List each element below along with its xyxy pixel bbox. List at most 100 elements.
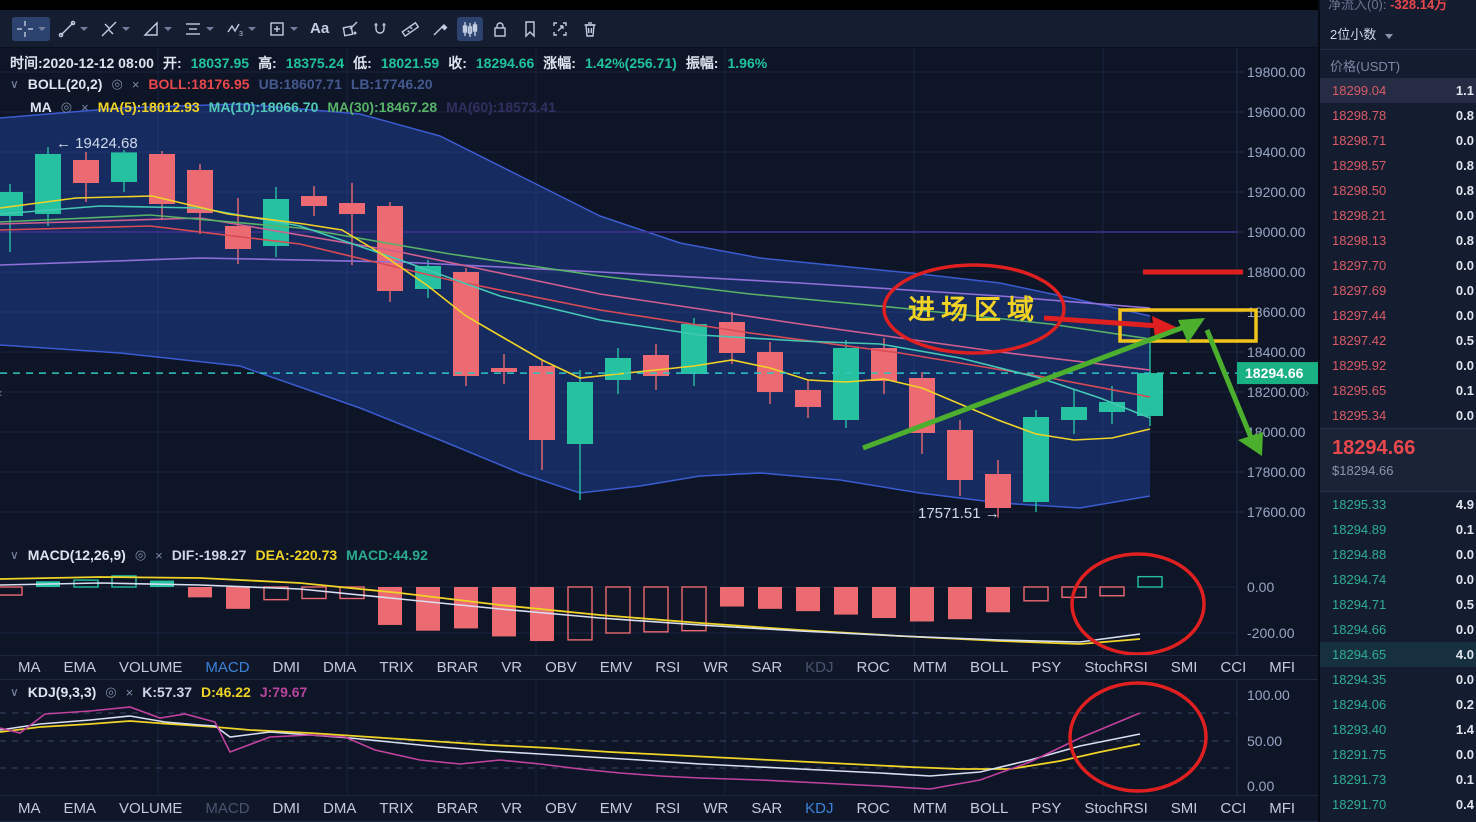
gear-icon[interactable]: ◎ bbox=[134, 547, 147, 562]
extended-line-tool[interactable] bbox=[96, 17, 134, 41]
ask-row[interactable]: 18295.92 0.0 bbox=[1320, 353, 1476, 378]
tab-rsi[interactable]: RSI bbox=[655, 659, 681, 676]
elliott-wave-tool[interactable]: 3 bbox=[222, 17, 260, 41]
tab-smi[interactable]: SMI bbox=[1170, 659, 1198, 676]
lock-tool[interactable] bbox=[487, 17, 513, 41]
ask-row[interactable]: 18295.65 0.1 bbox=[1320, 378, 1476, 403]
bid-row[interactable]: 18293.40 1.4 bbox=[1320, 717, 1476, 742]
bid-row[interactable]: 18294.66 0.0 bbox=[1320, 617, 1476, 642]
resistance-line-18800[interactable] bbox=[1143, 269, 1243, 275]
tab-cci[interactable]: CCI bbox=[1220, 659, 1247, 676]
tab-dma[interactable]: DMA bbox=[323, 659, 357, 676]
tab-ema[interactable]: EMA bbox=[63, 659, 97, 676]
tab-wr[interactable]: WR bbox=[703, 800, 729, 817]
chevron-down-icon[interactable] bbox=[164, 26, 172, 31]
kdj-panel-chart[interactable]: 100.00 50.00 0.00 bbox=[0, 680, 1318, 795]
ask-row[interactable]: 18297.44 0.0 bbox=[1320, 303, 1476, 328]
ask-row[interactable]: 18297.70 0.0 bbox=[1320, 253, 1476, 278]
bid-row[interactable]: 18294.74 0.0 bbox=[1320, 567, 1476, 592]
close-icon[interactable]: × bbox=[155, 547, 163, 563]
tab-dmi[interactable]: DMI bbox=[272, 800, 301, 817]
chevron-down-icon[interactable] bbox=[80, 26, 88, 31]
bid-row[interactable]: 18291.75 0.0 bbox=[1320, 742, 1476, 767]
tab-trix[interactable]: TRIX bbox=[379, 659, 414, 676]
tab-ma[interactable]: MA bbox=[18, 800, 41, 817]
decimals-dropdown[interactable]: 2位小数 bbox=[1320, 20, 1476, 50]
tab-roc[interactable]: ROC bbox=[856, 800, 890, 817]
tab-sar[interactable]: SAR bbox=[751, 800, 783, 817]
tab-emv[interactable]: EMV bbox=[599, 800, 633, 817]
collapse-icon[interactable]: ∨ bbox=[10, 685, 19, 699]
tab-trix[interactable]: TRIX bbox=[379, 800, 414, 817]
ask-row[interactable]: 18295.34 0.0 bbox=[1320, 403, 1476, 428]
close-icon[interactable]: × bbox=[125, 684, 134, 700]
bid-row[interactable]: 18294.89 0.1 bbox=[1320, 517, 1476, 542]
macd-panel-chart[interactable]: 0.00 -200.00 bbox=[0, 545, 1318, 655]
pitchfork-tool[interactable] bbox=[138, 17, 176, 41]
tab-boll[interactable]: BOLL bbox=[970, 800, 1009, 817]
gear-icon[interactable]: ◎ bbox=[111, 76, 123, 91]
ask-row[interactable]: 18298.78 0.8 bbox=[1320, 103, 1476, 128]
bid-row[interactable]: 18294.06 0.2 bbox=[1320, 692, 1476, 717]
tab-kdj[interactable]: KDJ bbox=[805, 800, 834, 817]
gear-icon[interactable]: ◎ bbox=[105, 684, 117, 699]
collapse-icon[interactable]: ∨ bbox=[10, 548, 19, 562]
ask-row[interactable]: 18297.69 0.0 bbox=[1320, 278, 1476, 303]
pen-tool[interactable] bbox=[427, 17, 453, 41]
tab-volume[interactable]: VOLUME bbox=[119, 800, 183, 817]
tab-wr[interactable]: WR bbox=[703, 659, 729, 676]
left-panel-collapse-handle[interactable]: ‹ bbox=[0, 385, 2, 400]
chevron-down-icon[interactable] bbox=[206, 26, 214, 31]
chevron-down-icon[interactable] bbox=[290, 26, 298, 31]
tab-brar[interactable]: BRAR bbox=[436, 659, 479, 676]
ask-row[interactable]: 18299.04 1.1 bbox=[1320, 78, 1476, 103]
tab-mtm[interactable]: MTM bbox=[912, 800, 947, 817]
tab-obv[interactable]: OBV bbox=[545, 800, 577, 817]
tab-macd[interactable]: MACD bbox=[205, 800, 250, 817]
tab-ema[interactable]: EMA bbox=[63, 800, 97, 817]
tab-stochrsi[interactable]: StochRSI bbox=[1084, 800, 1148, 817]
tab-macd[interactable]: MACD bbox=[205, 659, 250, 676]
ask-row[interactable]: 18298.57 0.8 bbox=[1320, 153, 1476, 178]
ask-row[interactable]: 18298.50 0.8 bbox=[1320, 178, 1476, 203]
tab-emv[interactable]: EMV bbox=[599, 659, 633, 676]
close-icon[interactable]: × bbox=[131, 76, 140, 92]
tab-stochrsi[interactable]: StochRSI bbox=[1084, 659, 1148, 676]
tab-ma[interactable]: MA bbox=[18, 659, 41, 676]
tab-psy[interactable]: PSY bbox=[1031, 800, 1062, 817]
macd-highlight-circle[interactable] bbox=[1070, 552, 1206, 655]
bid-row[interactable]: 18294.35 0.0 bbox=[1320, 667, 1476, 692]
tab-smi[interactable]: SMI bbox=[1170, 800, 1198, 817]
ruler-tool[interactable] bbox=[397, 17, 423, 41]
close-icon[interactable]: × bbox=[81, 99, 89, 115]
tab-vr[interactable]: VR bbox=[501, 659, 523, 676]
tab-mtm[interactable]: MTM bbox=[912, 659, 947, 676]
tab-boll[interactable]: BOLL bbox=[970, 659, 1009, 676]
tab-brar[interactable]: BRAR bbox=[436, 800, 479, 817]
bid-row[interactable]: 18291.73 0.1 bbox=[1320, 767, 1476, 792]
shape-tool[interactable] bbox=[264, 17, 302, 41]
tab-psy[interactable]: PSY bbox=[1031, 659, 1062, 676]
tab-mfi[interactable]: MFI bbox=[1269, 659, 1296, 676]
tab-dmi[interactable]: DMI bbox=[272, 659, 301, 676]
tab-mfi[interactable]: MFI bbox=[1269, 800, 1296, 817]
bid-row[interactable]: 18294.71 0.5 bbox=[1320, 592, 1476, 617]
bid-row[interactable]: 18295.33 4.9 bbox=[1320, 492, 1476, 517]
gear-icon[interactable]: ◎ bbox=[60, 99, 73, 114]
tab-rsi[interactable]: RSI bbox=[655, 800, 681, 817]
crosshair-tool[interactable] bbox=[12, 16, 50, 41]
trendline-tool[interactable] bbox=[54, 17, 92, 41]
tab-volume[interactable]: VOLUME bbox=[119, 659, 183, 676]
tab-dma[interactable]: DMA bbox=[323, 800, 357, 817]
delete-tool[interactable] bbox=[577, 17, 603, 41]
tab-sar[interactable]: SAR bbox=[751, 659, 783, 676]
magnet-tool[interactable] bbox=[367, 17, 393, 41]
right-panel-collapse-handle[interactable]: › bbox=[1305, 385, 1310, 400]
marker-tool[interactable] bbox=[337, 17, 363, 41]
bid-row[interactable]: 18294.65 4.0 bbox=[1320, 642, 1476, 667]
text-tool[interactable]: Aa bbox=[306, 17, 333, 40]
ask-row[interactable]: 18298.21 0.0 bbox=[1320, 203, 1476, 228]
entry-zone-ellipse[interactable] bbox=[882, 263, 1066, 355]
main-candlestick-chart[interactable]: 19800.00 19600.00 19400.00 19200.00 19000.00… bbox=[0, 48, 1318, 545]
bid-row[interactable]: 18291.70 0.4 bbox=[1320, 792, 1476, 817]
